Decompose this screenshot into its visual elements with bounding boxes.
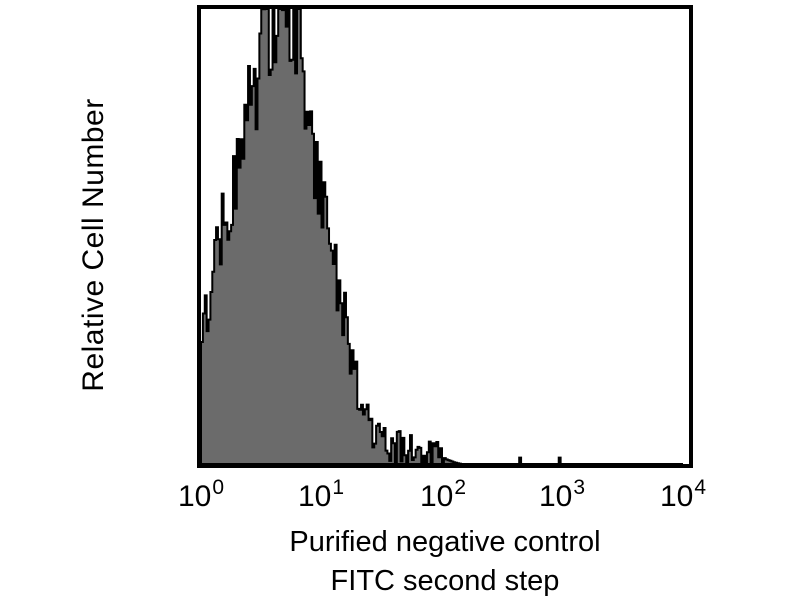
x-axis-label: Purified negative control FITC second st… [289,523,600,600]
x-tick-10e4: 104 [659,476,706,514]
tick-exponent: 0 [212,476,225,499]
x-tick-10e3: 103 [538,476,585,514]
x-axis-label-line2: FITC second step [330,565,560,597]
histogram-path [201,9,683,464]
y-axis-label: Relative Cell Number [77,98,110,392]
tick-base: 10 [419,480,454,513]
x-tick-10e0: 100 [177,476,224,514]
tick-base: 10 [297,480,332,513]
tick-base: 10 [659,480,694,513]
tick-exponent: 1 [332,476,345,499]
tick-exponent: 3 [573,476,586,499]
tick-exponent: 2 [454,476,467,499]
histogram-canvas [201,9,683,464]
x-tick-10e1: 101 [297,476,344,514]
tick-base: 10 [177,480,212,513]
tick-exponent: 4 [694,476,707,499]
tick-base: 10 [538,480,573,513]
plot-frame [197,5,693,468]
x-tick-10e2: 102 [419,476,466,514]
x-axis-label-line1: Purified negative control [289,526,601,558]
